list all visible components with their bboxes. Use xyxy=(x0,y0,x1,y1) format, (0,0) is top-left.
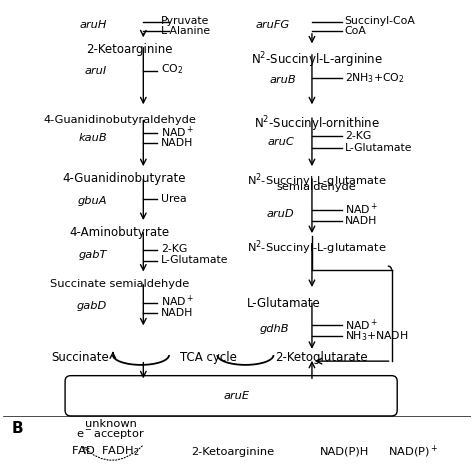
Text: gdhB: gdhB xyxy=(260,324,290,334)
Text: NADH: NADH xyxy=(345,216,377,226)
Text: 2-KG: 2-KG xyxy=(161,244,187,254)
Text: NAD$^+$: NAD$^+$ xyxy=(161,124,194,140)
Text: aruE: aruE xyxy=(224,391,250,401)
Text: 2-Ketoglutarate: 2-Ketoglutarate xyxy=(275,351,368,365)
Text: Succinate semialdehyde: Succinate semialdehyde xyxy=(50,279,190,289)
Text: N$^2$-Succinyl-L-arginine: N$^2$-Succinyl-L-arginine xyxy=(251,51,383,70)
Text: gabT: gabT xyxy=(79,250,107,260)
Text: aruC: aruC xyxy=(267,137,294,147)
Text: aruH: aruH xyxy=(80,20,107,30)
Text: TCA cycle: TCA cycle xyxy=(180,351,237,365)
Text: N$^2$-Succinyl-ornithine: N$^2$-Succinyl-ornithine xyxy=(254,114,380,134)
Text: Urea: Urea xyxy=(161,193,187,204)
Text: NADH: NADH xyxy=(161,138,193,148)
Text: N$^2$-Succinyl-L-glutamate: N$^2$-Succinyl-L-glutamate xyxy=(247,238,386,257)
FancyBboxPatch shape xyxy=(65,376,397,416)
Text: NAD$^+$: NAD$^+$ xyxy=(345,201,378,217)
Text: L-Glutamate: L-Glutamate xyxy=(161,255,228,265)
Text: aruI: aruI xyxy=(85,66,107,76)
Text: 4-Guanidinobutyraldehyde: 4-Guanidinobutyraldehyde xyxy=(44,115,196,125)
Text: 2NH$_3$+CO$_2$: 2NH$_3$+CO$_2$ xyxy=(345,71,404,85)
Text: Succinate: Succinate xyxy=(51,351,109,365)
Text: B: B xyxy=(11,420,23,436)
Text: L-Glutamate: L-Glutamate xyxy=(345,143,412,153)
Text: aruFG: aruFG xyxy=(255,20,290,30)
Text: L-Alanine: L-Alanine xyxy=(161,26,211,36)
Text: aruB: aruB xyxy=(269,75,296,85)
Text: e$^-$acceptor: e$^-$acceptor xyxy=(76,427,145,441)
Text: kauB: kauB xyxy=(79,133,107,143)
Text: CoA: CoA xyxy=(345,26,366,36)
Text: NAD$^+$: NAD$^+$ xyxy=(345,318,378,333)
Text: Succinyl-CoA: Succinyl-CoA xyxy=(345,16,416,26)
Text: N$^2$-Succinyl-L-glutamate: N$^2$-Succinyl-L-glutamate xyxy=(247,172,386,190)
Text: CO$_2$: CO$_2$ xyxy=(161,63,183,76)
Text: 2-KG: 2-KG xyxy=(345,131,371,141)
Text: NADH: NADH xyxy=(161,309,193,319)
Text: NAD(P)$^+$: NAD(P)$^+$ xyxy=(388,443,438,460)
Text: aruD: aruD xyxy=(266,209,294,219)
Text: NAD(P)H: NAD(P)H xyxy=(320,447,369,456)
Text: NAD$^+$: NAD$^+$ xyxy=(161,294,194,310)
Text: gabD: gabD xyxy=(77,301,107,311)
Text: 2-Ketoarginine: 2-Ketoarginine xyxy=(86,43,173,55)
Text: 4-Aminobutyrate: 4-Aminobutyrate xyxy=(70,226,170,239)
Text: NH$_3$+NADH: NH$_3$+NADH xyxy=(345,329,408,343)
Text: FAD  FADH$_2$: FAD FADH$_2$ xyxy=(71,445,139,458)
Text: L-Glutamate: L-Glutamate xyxy=(247,297,321,310)
Text: Pyruvate: Pyruvate xyxy=(161,16,210,26)
Text: 4-Guanidinobutyrate: 4-Guanidinobutyrate xyxy=(63,173,186,185)
Text: 2-Ketoarginine: 2-Ketoarginine xyxy=(191,447,274,456)
Text: unknown: unknown xyxy=(84,419,137,429)
Text: gbuA: gbuA xyxy=(78,196,107,206)
Text: semialdehyde: semialdehyde xyxy=(277,182,356,191)
